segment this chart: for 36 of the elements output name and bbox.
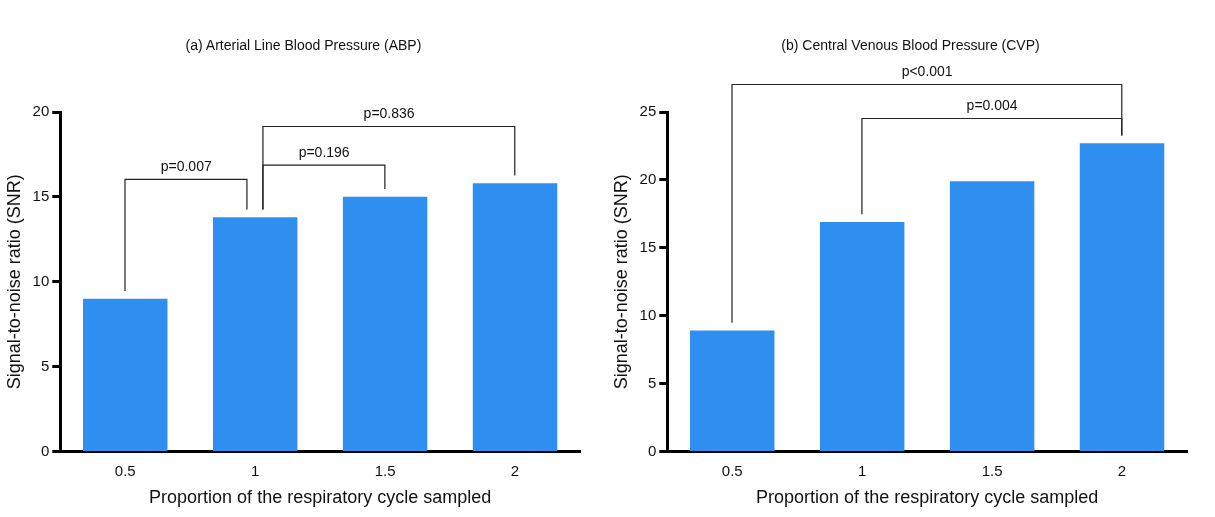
x-tick-label: 0.5 <box>721 461 743 479</box>
text: p<0.001 <box>901 63 953 80</box>
y-tick-label: 0 <box>40 441 50 459</box>
chart-title: (b) Central Venous Blood Pressure (CVP) <box>780 37 1041 53</box>
y-tick-label: 20 <box>32 102 50 120</box>
y-tick-label: 20 <box>639 170 657 188</box>
bar <box>83 298 168 451</box>
bar <box>819 221 905 451</box>
annotation: p=0.004 <box>966 97 1018 114</box>
bar <box>1079 143 1165 451</box>
annotation: p=0.836 <box>363 105 415 122</box>
y-tick-label: 0 <box>647 441 657 459</box>
x-axis-title: Proportion of the respiratory cycle sampled <box>756 487 1099 508</box>
y-tick-label: 15 <box>32 186 50 204</box>
x-axis-title: Proportion of the respiratory cycle sampled <box>149 487 492 508</box>
y-tick-label: 10 <box>32 271 50 289</box>
bar <box>690 330 775 451</box>
y-tick-label: 10 <box>639 305 657 323</box>
bar <box>212 217 298 451</box>
x-tick-label: 1 <box>251 461 260 479</box>
y-tick-label: 15 <box>639 237 657 255</box>
y-tick-label: 5 <box>40 356 50 374</box>
chart-title: (a) Arterial Line Blood Pressure (ABP) <box>184 37 423 53</box>
annotation: p=0.196 <box>298 143 350 160</box>
y-tick-label: 5 <box>647 373 657 391</box>
x-tick-label: 2 <box>510 461 520 479</box>
x-tick-label: 0.5 <box>114 461 136 479</box>
x-tick-label: 1.5 <box>374 461 396 479</box>
annotation: p=0.007 <box>160 158 212 175</box>
y-axis-title: Signal-to-noise ratio (SNR) <box>610 174 631 390</box>
y-axis-title: Signal-to-noise ratio (SNR) <box>3 174 24 390</box>
x-tick-label: 1 <box>858 461 867 479</box>
x-tick-label: 2 <box>1117 461 1127 479</box>
x-tick-label: 1.5 <box>981 461 1003 479</box>
bar <box>949 181 1035 451</box>
y-tick-label: 25 <box>639 102 657 120</box>
